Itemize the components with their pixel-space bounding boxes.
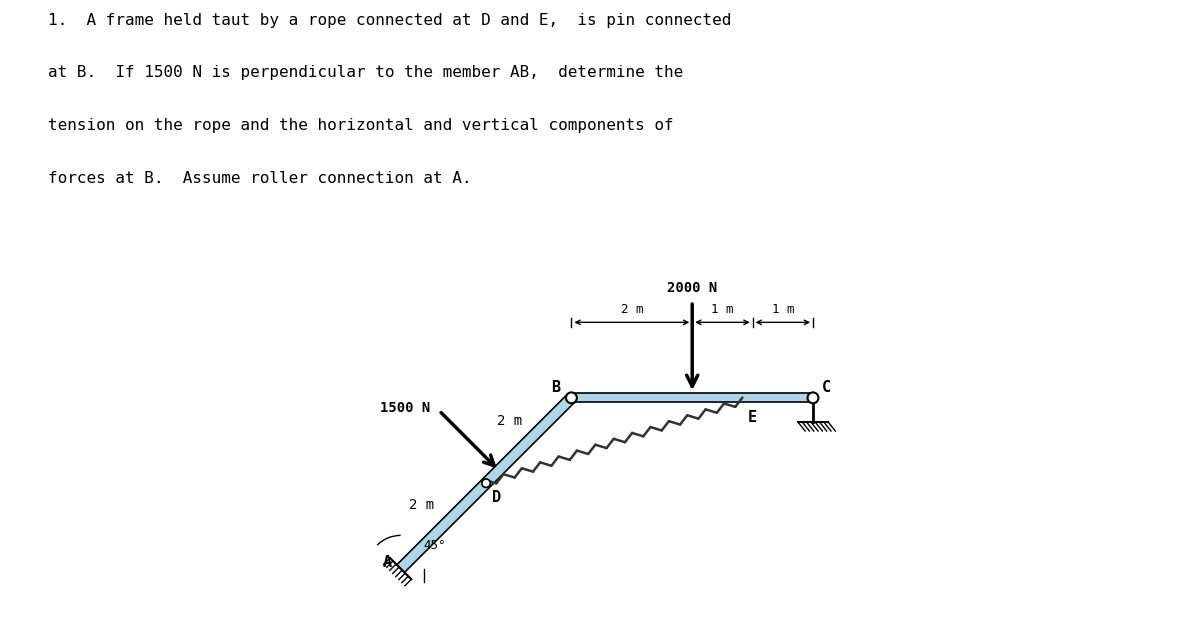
Text: B: B bbox=[552, 380, 560, 395]
Text: forces at B.  Assume roller connection at A.: forces at B. Assume roller connection at… bbox=[48, 171, 472, 186]
Text: D: D bbox=[492, 491, 502, 506]
Polygon shape bbox=[571, 393, 812, 403]
Circle shape bbox=[566, 392, 577, 403]
Text: 2 m: 2 m bbox=[497, 415, 522, 428]
Text: 45°: 45° bbox=[424, 538, 446, 552]
Text: 2000 N: 2000 N bbox=[667, 281, 718, 295]
Text: A: A bbox=[383, 555, 391, 570]
Text: 1500 N: 1500 N bbox=[379, 401, 430, 415]
Circle shape bbox=[808, 392, 818, 403]
Text: C: C bbox=[822, 380, 832, 395]
Text: tension on the rope and the horizontal and vertical components of: tension on the rope and the horizontal a… bbox=[48, 118, 673, 133]
Text: 2 m: 2 m bbox=[409, 498, 434, 511]
Text: 1.  A frame held taut by a rope connected at D and E,  is pin connected: 1. A frame held taut by a rope connected… bbox=[48, 13, 731, 28]
Circle shape bbox=[482, 479, 491, 487]
Text: 1 m: 1 m bbox=[712, 303, 733, 316]
Text: at B.  If 1500 N is perpendicular to the member AB,  determine the: at B. If 1500 N is perpendicular to the … bbox=[48, 65, 683, 81]
Polygon shape bbox=[397, 394, 575, 572]
Text: E: E bbox=[748, 410, 757, 425]
Text: 2 m: 2 m bbox=[620, 303, 643, 316]
Text: 1 m: 1 m bbox=[772, 303, 794, 316]
